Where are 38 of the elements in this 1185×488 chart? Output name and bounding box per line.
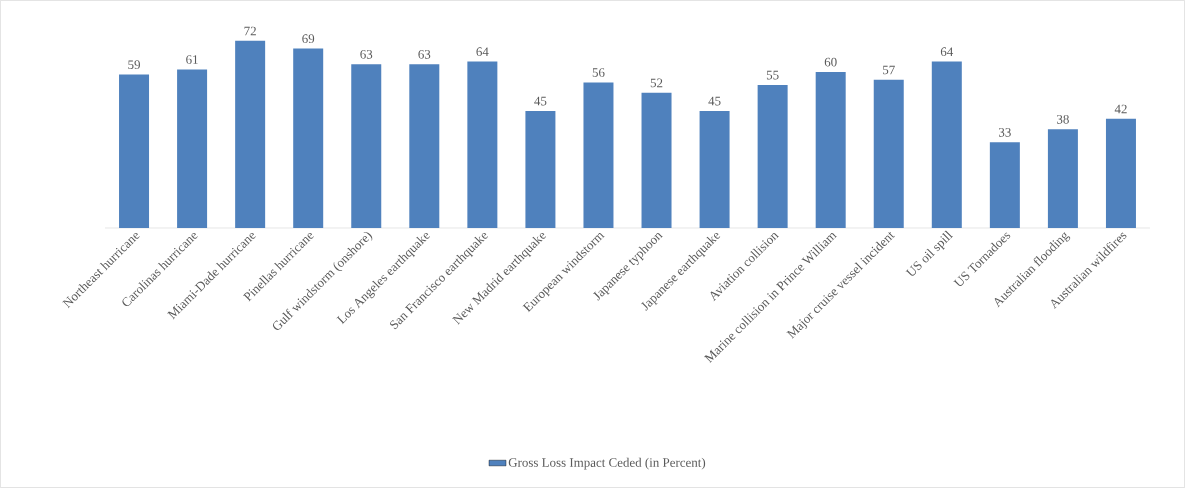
bar bbox=[989, 142, 1020, 228]
data-label: 69 bbox=[302, 34, 315, 44]
bar bbox=[293, 48, 324, 228]
bar bbox=[757, 84, 788, 228]
data-label: 45 bbox=[534, 96, 547, 106]
bar bbox=[409, 64, 440, 228]
data-label: 56 bbox=[592, 68, 605, 77]
data-label: 33 bbox=[999, 127, 1011, 137]
bar bbox=[1105, 118, 1136, 228]
bar bbox=[931, 61, 962, 228]
bar bbox=[1047, 129, 1078, 228]
data-label: 72 bbox=[244, 26, 256, 36]
data-label: 61 bbox=[186, 55, 198, 64]
data-label: 64 bbox=[940, 47, 954, 57]
bar bbox=[583, 82, 614, 228]
data-label: 55 bbox=[766, 70, 779, 80]
data-label: 64 bbox=[476, 47, 489, 57]
x-tick-label: US oil spill bbox=[905, 230, 953, 276]
bar bbox=[873, 79, 904, 228]
data-label: 60 bbox=[824, 57, 837, 67]
bar bbox=[815, 71, 846, 228]
bar bbox=[177, 69, 208, 228]
data-label: 42 bbox=[1114, 104, 1127, 114]
data-label: 38 bbox=[1057, 114, 1069, 124]
data-label: 45 bbox=[708, 96, 721, 106]
bar bbox=[699, 110, 730, 228]
data-label: 52 bbox=[650, 78, 663, 88]
data-label: 57 bbox=[883, 65, 895, 75]
data-label: 59 bbox=[128, 60, 140, 70]
bar bbox=[119, 74, 150, 228]
data-label: 63 bbox=[360, 49, 373, 59]
bar bbox=[351, 64, 382, 228]
data-label: 63 bbox=[418, 49, 431, 59]
bar bbox=[641, 92, 672, 228]
bar bbox=[525, 110, 556, 228]
bar bbox=[235, 40, 266, 228]
bar bbox=[467, 61, 498, 228]
legend-label: Gross Loss Impact Ceded (in Percent) bbox=[508, 457, 706, 470]
